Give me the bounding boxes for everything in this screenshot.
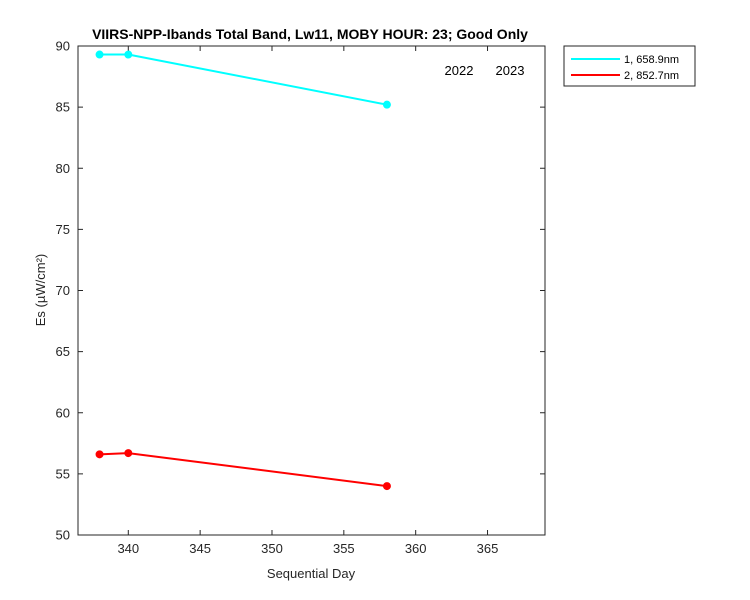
data-point-series-1 [124, 50, 133, 59]
x-tick-label: 345 [189, 541, 211, 556]
plot-area [77, 45, 546, 536]
y-tick-label: 85 [56, 100, 70, 115]
series-layer [95, 50, 391, 491]
annotation-year-2022: 2022 [445, 63, 474, 78]
annotation-year-2023: 2023 [496, 63, 525, 78]
y-tick-label: 55 [56, 466, 70, 481]
x-tick-label: 365 [477, 541, 499, 556]
data-point-series-2 [124, 449, 133, 458]
x-axis-ticks: 340 345 350 355 360 365 [117, 46, 498, 556]
x-tick-label: 340 [117, 541, 139, 556]
data-point-series-1 [382, 100, 391, 109]
y-tick-label: 70 [56, 283, 70, 298]
x-tick-label: 350 [261, 541, 283, 556]
data-point-series-2 [382, 482, 391, 491]
y-tick-label: 65 [56, 344, 70, 359]
x-tick-label: 355 [333, 541, 355, 556]
data-point-series-2 [95, 450, 104, 459]
y-tick-label: 50 [56, 528, 70, 543]
y-axis-ticks: 50 55 60 65 70 75 80 85 90 [56, 39, 545, 543]
chart-title: VIIRS-NPP-Ibands Total Band, Lw11, MOBY … [92, 26, 528, 42]
y-axis-label: Es (µW/cm²) [33, 254, 48, 326]
y-tick-label: 90 [56, 39, 70, 54]
legend: 1, 658.9nm 2, 852.7nm [563, 45, 696, 87]
legend-box [563, 45, 696, 87]
x-tick-label: 360 [405, 541, 427, 556]
legend-label-series-2: 2, 852.7nm [624, 70, 679, 82]
x-axis-label: Sequential Day [267, 566, 356, 581]
data-point-series-1 [95, 50, 104, 59]
y-tick-label: 75 [56, 222, 70, 237]
y-tick-label: 80 [56, 161, 70, 176]
legend-label-series-1: 1, 658.9nm [624, 54, 679, 66]
y-tick-label: 60 [56, 405, 70, 420]
